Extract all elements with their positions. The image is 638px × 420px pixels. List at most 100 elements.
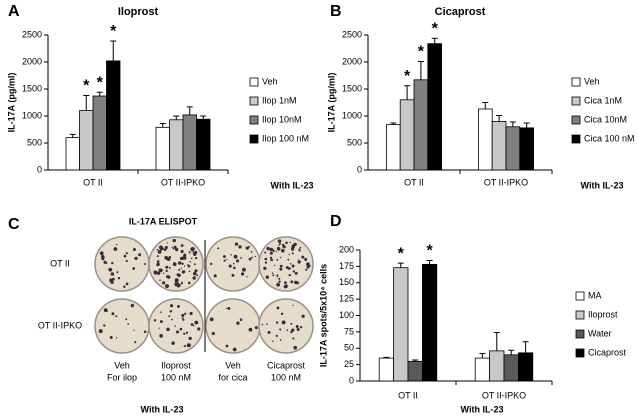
bar <box>393 267 409 382</box>
spot <box>196 274 199 277</box>
legend-label: Ilop 10nM <box>262 114 302 124</box>
spot <box>123 285 126 288</box>
spot <box>279 264 283 268</box>
spot <box>285 241 288 245</box>
spot <box>177 273 181 278</box>
y-tick-label: 200 <box>339 244 354 254</box>
note: With IL-23 <box>461 404 504 414</box>
x-tick-label: OT II <box>398 390 418 400</box>
bar <box>92 95 107 171</box>
spot <box>174 278 179 283</box>
spot <box>273 264 276 267</box>
spot <box>234 242 239 246</box>
spot <box>269 247 274 252</box>
legend-swatch <box>249 115 259 125</box>
column-label: Iloprost <box>161 360 191 370</box>
legend-swatch <box>575 329 585 339</box>
spot <box>166 327 170 332</box>
spot <box>269 256 273 259</box>
spot <box>239 318 243 321</box>
spot <box>222 255 226 258</box>
spot <box>291 264 295 268</box>
spot <box>250 250 253 253</box>
spot <box>174 264 176 267</box>
spot <box>193 263 196 266</box>
spot <box>103 324 106 327</box>
spot <box>170 304 174 308</box>
spot <box>298 248 301 251</box>
spot <box>127 323 130 325</box>
spot <box>125 318 128 321</box>
spot <box>190 257 193 260</box>
bar <box>106 60 121 171</box>
error-bar <box>482 102 489 109</box>
spot <box>232 262 235 265</box>
spot <box>182 270 186 274</box>
spot <box>189 311 193 316</box>
spot <box>180 249 184 254</box>
spot <box>130 303 135 308</box>
spot <box>264 251 267 254</box>
x-tick-label: OT II-IPKO <box>482 390 526 400</box>
spot <box>272 340 274 342</box>
spot <box>116 271 119 274</box>
bar <box>169 119 184 171</box>
spot <box>278 277 281 280</box>
error-bar <box>431 37 438 44</box>
spot <box>292 244 295 248</box>
bar <box>196 118 211 171</box>
y-tick-label: 500 <box>27 137 42 147</box>
panel-label: B <box>330 3 342 20</box>
spot <box>168 266 171 269</box>
spot <box>165 284 169 289</box>
spot <box>138 253 142 257</box>
spot <box>280 312 284 316</box>
significance-mark: * <box>418 44 425 61</box>
spot <box>276 275 279 278</box>
spot <box>308 264 311 267</box>
spot <box>290 322 293 325</box>
y-tick-label: 150 <box>339 277 354 287</box>
spot <box>183 345 186 348</box>
spot <box>108 267 113 272</box>
spot <box>279 328 282 331</box>
spot <box>297 260 301 264</box>
spot <box>175 330 179 334</box>
error-bar <box>417 60 424 80</box>
error-bar <box>200 115 207 120</box>
spot <box>180 267 183 270</box>
spot <box>236 259 240 263</box>
panel-title: IL-17A ELISPOT <box>129 216 198 226</box>
spot <box>165 275 169 278</box>
spot <box>169 310 173 313</box>
column-label: for cica <box>218 372 247 382</box>
error-bar <box>522 341 529 353</box>
note: With IL-23 <box>141 404 184 414</box>
spot <box>194 269 198 273</box>
spot <box>292 304 294 307</box>
legend-swatch <box>249 134 259 144</box>
y-tick-label: 100 <box>339 310 354 320</box>
y-tick-label: 75 <box>344 326 354 336</box>
legend-swatch <box>575 291 585 301</box>
spot <box>187 281 191 285</box>
spot <box>182 318 185 321</box>
well <box>148 298 204 354</box>
spot <box>187 264 191 268</box>
spot <box>156 271 161 275</box>
spot <box>275 334 278 337</box>
spot <box>306 265 310 269</box>
spot <box>161 269 164 271</box>
spot <box>276 274 279 277</box>
spot <box>281 320 286 325</box>
legend-swatch <box>571 115 581 125</box>
bar <box>474 357 491 382</box>
spot <box>282 245 286 249</box>
spot <box>241 267 246 272</box>
spot <box>233 254 238 259</box>
error-bar <box>83 94 90 111</box>
spot <box>158 268 163 273</box>
y-tick-label: 2500 <box>22 29 42 39</box>
spot <box>289 263 292 265</box>
error-bar <box>110 40 117 61</box>
